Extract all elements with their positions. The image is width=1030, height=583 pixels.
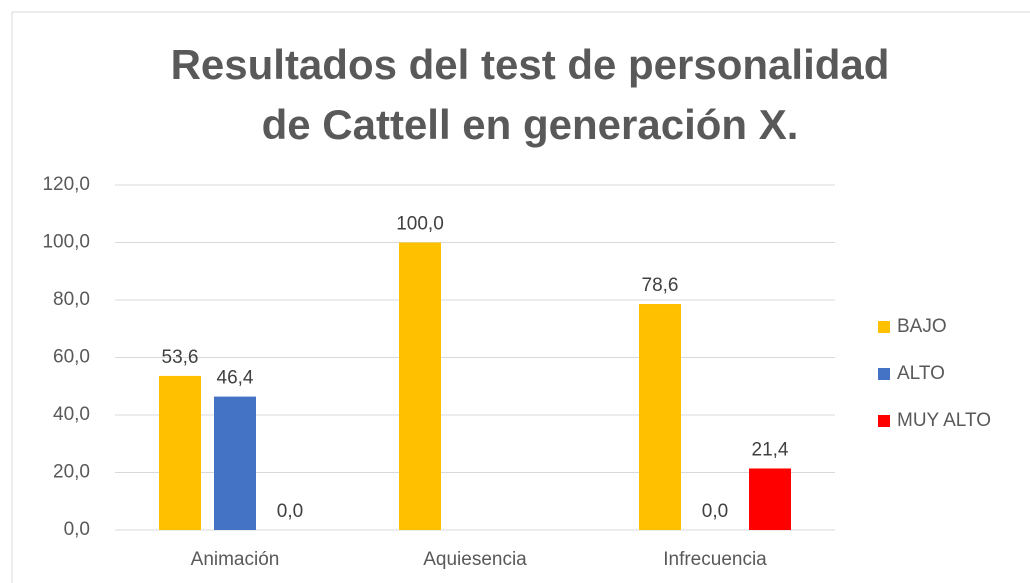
- y-tick-label: 100,0: [42, 232, 90, 253]
- y-tick-label: 120,0: [42, 174, 90, 195]
- data-label: 53,6: [162, 347, 199, 368]
- legend-label: BAJO: [897, 316, 947, 337]
- data-label: 21,4: [752, 439, 789, 460]
- y-tick-label: 0,0: [64, 519, 90, 540]
- x-tick-label: Aquiesencia: [423, 549, 527, 570]
- x-tick-label: Infrecuencia: [663, 549, 767, 570]
- y-tick-label: 20,0: [53, 462, 90, 483]
- legend-label: MUY ALTO: [897, 410, 991, 431]
- bar: [399, 242, 441, 530]
- y-tick-label: 60,0: [53, 347, 90, 368]
- y-tick-label: 80,0: [53, 289, 90, 310]
- data-label: 0,0: [277, 501, 303, 522]
- x-tick-label: Animación: [191, 549, 280, 570]
- data-label: 46,4: [217, 368, 254, 389]
- legend-swatch: [878, 368, 890, 380]
- bar: [749, 468, 791, 530]
- chart-title: Resultados del test de personalidad: [171, 41, 890, 88]
- bar: [639, 304, 681, 530]
- data-label: 78,6: [642, 275, 679, 296]
- data-label: 0,0: [702, 501, 728, 522]
- legend-label: ALTO: [897, 363, 945, 384]
- bar: [214, 396, 256, 530]
- legend-swatch: [878, 321, 890, 333]
- chart-title: de Cattell en generación X.: [262, 101, 799, 148]
- y-tick-label: 40,0: [53, 404, 90, 425]
- legend-swatch: [878, 415, 890, 427]
- bar: [159, 375, 201, 530]
- data-label: 100,0: [396, 214, 444, 235]
